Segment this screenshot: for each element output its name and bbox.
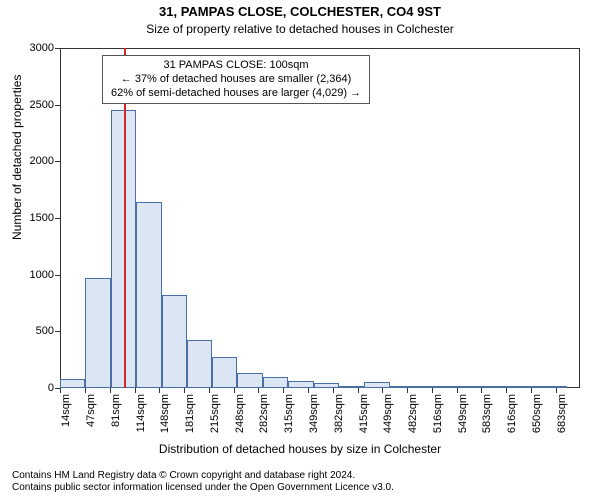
chart-title: 31, PAMPAS CLOSE, COLCHESTER, CO4 9ST — [0, 4, 600, 19]
histogram-bar — [263, 377, 288, 388]
x-tick-label: 415sqm — [358, 394, 370, 433]
x-tick-label: 516sqm — [432, 394, 444, 433]
x-tick-label: 248sqm — [234, 394, 246, 433]
x-tick-mark — [135, 388, 136, 393]
x-tick-label: 81sqm — [110, 394, 122, 427]
histogram-bar — [187, 340, 213, 388]
x-tick-label: 282sqm — [258, 394, 270, 433]
y-tick-mark — [55, 105, 60, 106]
x-tick-label: 650sqm — [531, 394, 543, 433]
x-axis-label: Distribution of detached houses by size … — [0, 442, 600, 456]
y-tick-mark — [55, 48, 60, 49]
x-tick-label: 181sqm — [184, 394, 196, 433]
x-tick-mark — [234, 388, 235, 393]
x-tick-mark — [481, 388, 482, 393]
x-tick-label: 315sqm — [283, 394, 295, 433]
y-tick-label: 1500 — [30, 212, 54, 224]
x-tick-mark — [531, 388, 532, 393]
y-axis-label: Number of detached properties — [10, 75, 24, 240]
x-tick-label: 482sqm — [407, 394, 419, 433]
y-tick-label: 0 — [48, 382, 54, 394]
footer: Contains HM Land Registry data © Crown c… — [12, 470, 394, 494]
x-tick-label: 583sqm — [481, 394, 493, 433]
histogram-bar — [364, 382, 390, 388]
footer-line-1: Contains HM Land Registry data © Crown c… — [12, 470, 394, 482]
y-tick-mark — [55, 275, 60, 276]
y-tick-label: 1000 — [30, 269, 54, 281]
chart-subtitle: Size of property relative to detached ho… — [0, 22, 600, 36]
x-tick-label: 14sqm — [60, 394, 72, 427]
x-tick-label: 616sqm — [506, 394, 518, 433]
x-tick-label: 148sqm — [159, 394, 171, 433]
y-tick-mark — [55, 331, 60, 332]
x-tick-mark — [209, 388, 210, 393]
x-tick-mark — [457, 388, 458, 393]
x-tick-label: 382sqm — [333, 394, 345, 433]
histogram-bar — [85, 278, 111, 388]
histogram-bar — [314, 383, 339, 388]
x-tick-mark — [60, 388, 61, 393]
x-tick-mark — [283, 388, 284, 393]
histogram-bar — [136, 202, 162, 388]
x-tick-label: 683sqm — [556, 394, 568, 433]
info-line-2: ← 37% of detached houses are smaller (2,… — [111, 73, 361, 87]
x-tick-mark — [159, 388, 160, 393]
info-line-3: 62% of semi-detached houses are larger (… — [111, 87, 361, 101]
histogram-bar — [339, 386, 364, 388]
x-tick-mark — [308, 388, 309, 393]
chart-container: 31, PAMPAS CLOSE, COLCHESTER, CO4 9ST Si… — [0, 0, 600, 500]
x-tick-label: 349sqm — [308, 394, 320, 433]
x-tick-label: 215sqm — [209, 394, 221, 433]
info-box: 31 PAMPAS CLOSE: 100sqm ← 37% of detache… — [102, 55, 370, 104]
x-tick-mark — [407, 388, 408, 393]
histogram-bar — [542, 386, 567, 388]
x-tick-mark — [85, 388, 86, 393]
info-line-1: 31 PAMPAS CLOSE: 100sqm — [111, 59, 361, 73]
histogram-bar — [390, 386, 415, 388]
x-tick-mark — [358, 388, 359, 393]
axis-right-line — [579, 48, 580, 388]
histogram-bar — [441, 386, 466, 388]
histogram-bar — [237, 373, 263, 388]
histogram-bar — [516, 386, 542, 388]
y-tick-label: 2500 — [30, 99, 54, 111]
y-tick-label: 2000 — [30, 155, 54, 167]
histogram-bar — [162, 295, 187, 388]
histogram-bar — [288, 381, 314, 388]
histogram-bar — [212, 357, 237, 388]
y-tick-label: 3000 — [30, 42, 54, 54]
axis-top-line — [60, 48, 580, 49]
y-tick-mark — [55, 388, 60, 389]
x-tick-mark — [184, 388, 185, 393]
x-tick-label: 114sqm — [135, 394, 147, 432]
x-tick-mark — [506, 388, 507, 393]
histogram-bar — [60, 379, 85, 388]
histogram-bar — [466, 386, 492, 388]
y-tick-mark — [55, 218, 60, 219]
footer-line-2: Contains public sector information licen… — [12, 482, 394, 494]
y-tick-mark — [55, 161, 60, 162]
x-tick-mark — [432, 388, 433, 393]
x-tick-mark — [110, 388, 111, 393]
y-axis-line — [60, 48, 61, 388]
x-tick-mark — [556, 388, 557, 393]
histogram-bar — [491, 386, 516, 388]
x-tick-label: 549sqm — [457, 394, 469, 433]
x-tick-mark — [382, 388, 383, 393]
y-tick-label: 500 — [36, 325, 54, 337]
x-tick-label: 47sqm — [85, 394, 97, 427]
x-tick-mark — [333, 388, 334, 393]
histogram-bar — [415, 386, 441, 388]
x-tick-label: 449sqm — [382, 394, 394, 433]
x-tick-mark — [258, 388, 259, 393]
